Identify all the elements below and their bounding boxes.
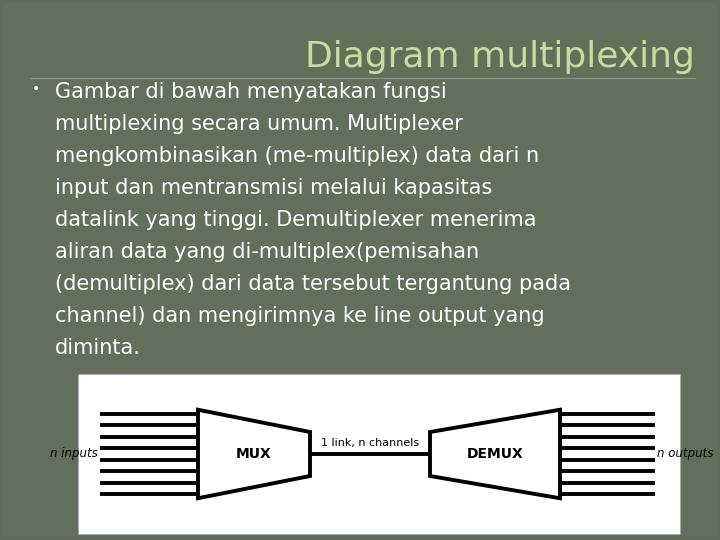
Text: diminta.: diminta.	[55, 338, 141, 358]
Text: •: •	[32, 82, 40, 96]
Text: channel) dan mengirimnya ke line output yang: channel) dan mengirimnya ke line output …	[55, 306, 544, 326]
Text: 1 link, n channels: 1 link, n channels	[321, 438, 419, 448]
Text: input dan mentransmisi melalui kapasitas: input dan mentransmisi melalui kapasitas	[55, 178, 492, 198]
Text: DEMUX: DEMUX	[467, 447, 523, 461]
Text: n outputs: n outputs	[657, 448, 714, 461]
Text: aliran data yang di-multiplex(pemisahan: aliran data yang di-multiplex(pemisahan	[55, 242, 479, 262]
Text: Gambar di bawah menyatakan fungsi: Gambar di bawah menyatakan fungsi	[55, 82, 446, 102]
Text: (demultiplex) dari data tersebut tergantung pada: (demultiplex) dari data tersebut tergant…	[55, 274, 571, 294]
Text: mengkombinasikan (me-multiplex) data dari n: mengkombinasikan (me-multiplex) data dar…	[55, 146, 539, 166]
Text: datalink yang tinggi. Demultiplexer menerima: datalink yang tinggi. Demultiplexer mene…	[55, 210, 536, 230]
Text: multiplexing secara umum. Multiplexer: multiplexing secara umum. Multiplexer	[55, 114, 463, 134]
Polygon shape	[430, 410, 560, 498]
Text: Diagram multiplexing: Diagram multiplexing	[305, 40, 695, 74]
Polygon shape	[198, 410, 310, 498]
Text: n inputs: n inputs	[50, 448, 98, 461]
Bar	[78, 374, 680, 534]
Text: MUX: MUX	[236, 447, 272, 461]
